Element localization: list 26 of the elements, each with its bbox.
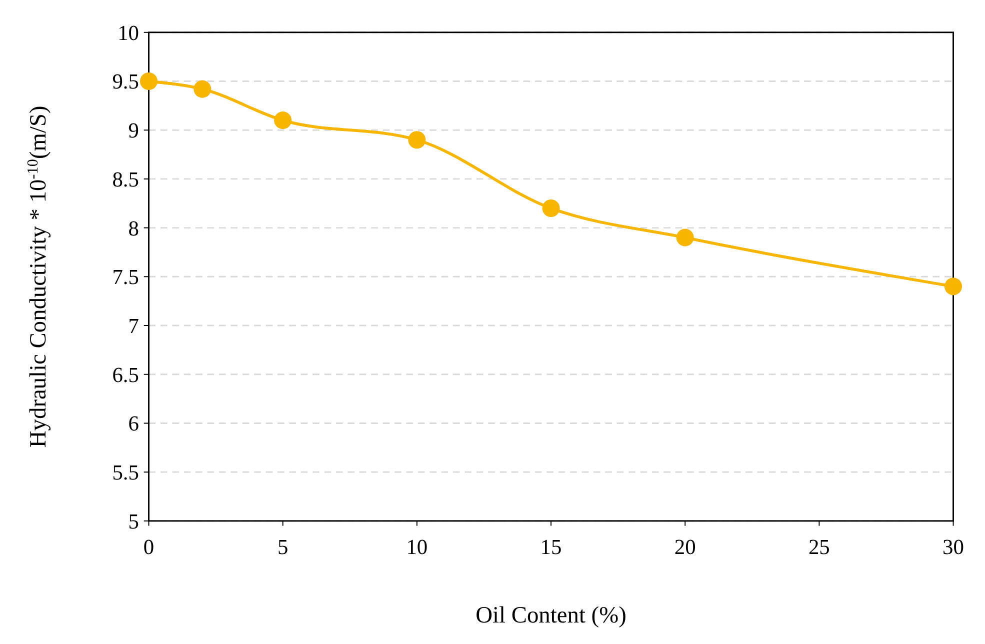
point [542,199,560,218]
point [140,72,158,90]
point [676,228,694,246]
x-tick-label: 5 [277,535,288,560]
y-tick-label: 6 [128,412,140,436]
y-tick-label: 9.5 [112,70,140,94]
y-tick-label: 5 [128,509,140,534]
x-tick-label: 25 [808,535,830,560]
x-tick-label: 0 [143,535,154,560]
x-axis-title: Oil Content (%) [476,602,626,628]
x-tick-label: 15 [540,535,562,560]
x-tick-label: 10 [406,535,428,560]
x-tick-label: 30 [942,535,964,560]
point [274,112,292,130]
y-tick-label: 5.5 [112,460,140,485]
y-tick-label: 10 [118,20,140,45]
y-tick-label: 7 [128,314,140,338]
y-tick-label: 8 [128,216,140,240]
y-tick-label: 6.5 [112,362,140,387]
point [194,80,212,98]
y-tick-label: 8.5 [112,167,140,192]
y-tick-label: 7.5 [112,265,140,290]
y-tick-label: 9 [128,118,140,143]
x-tick-label: 20 [674,535,696,560]
point [944,278,962,296]
point [408,131,426,149]
